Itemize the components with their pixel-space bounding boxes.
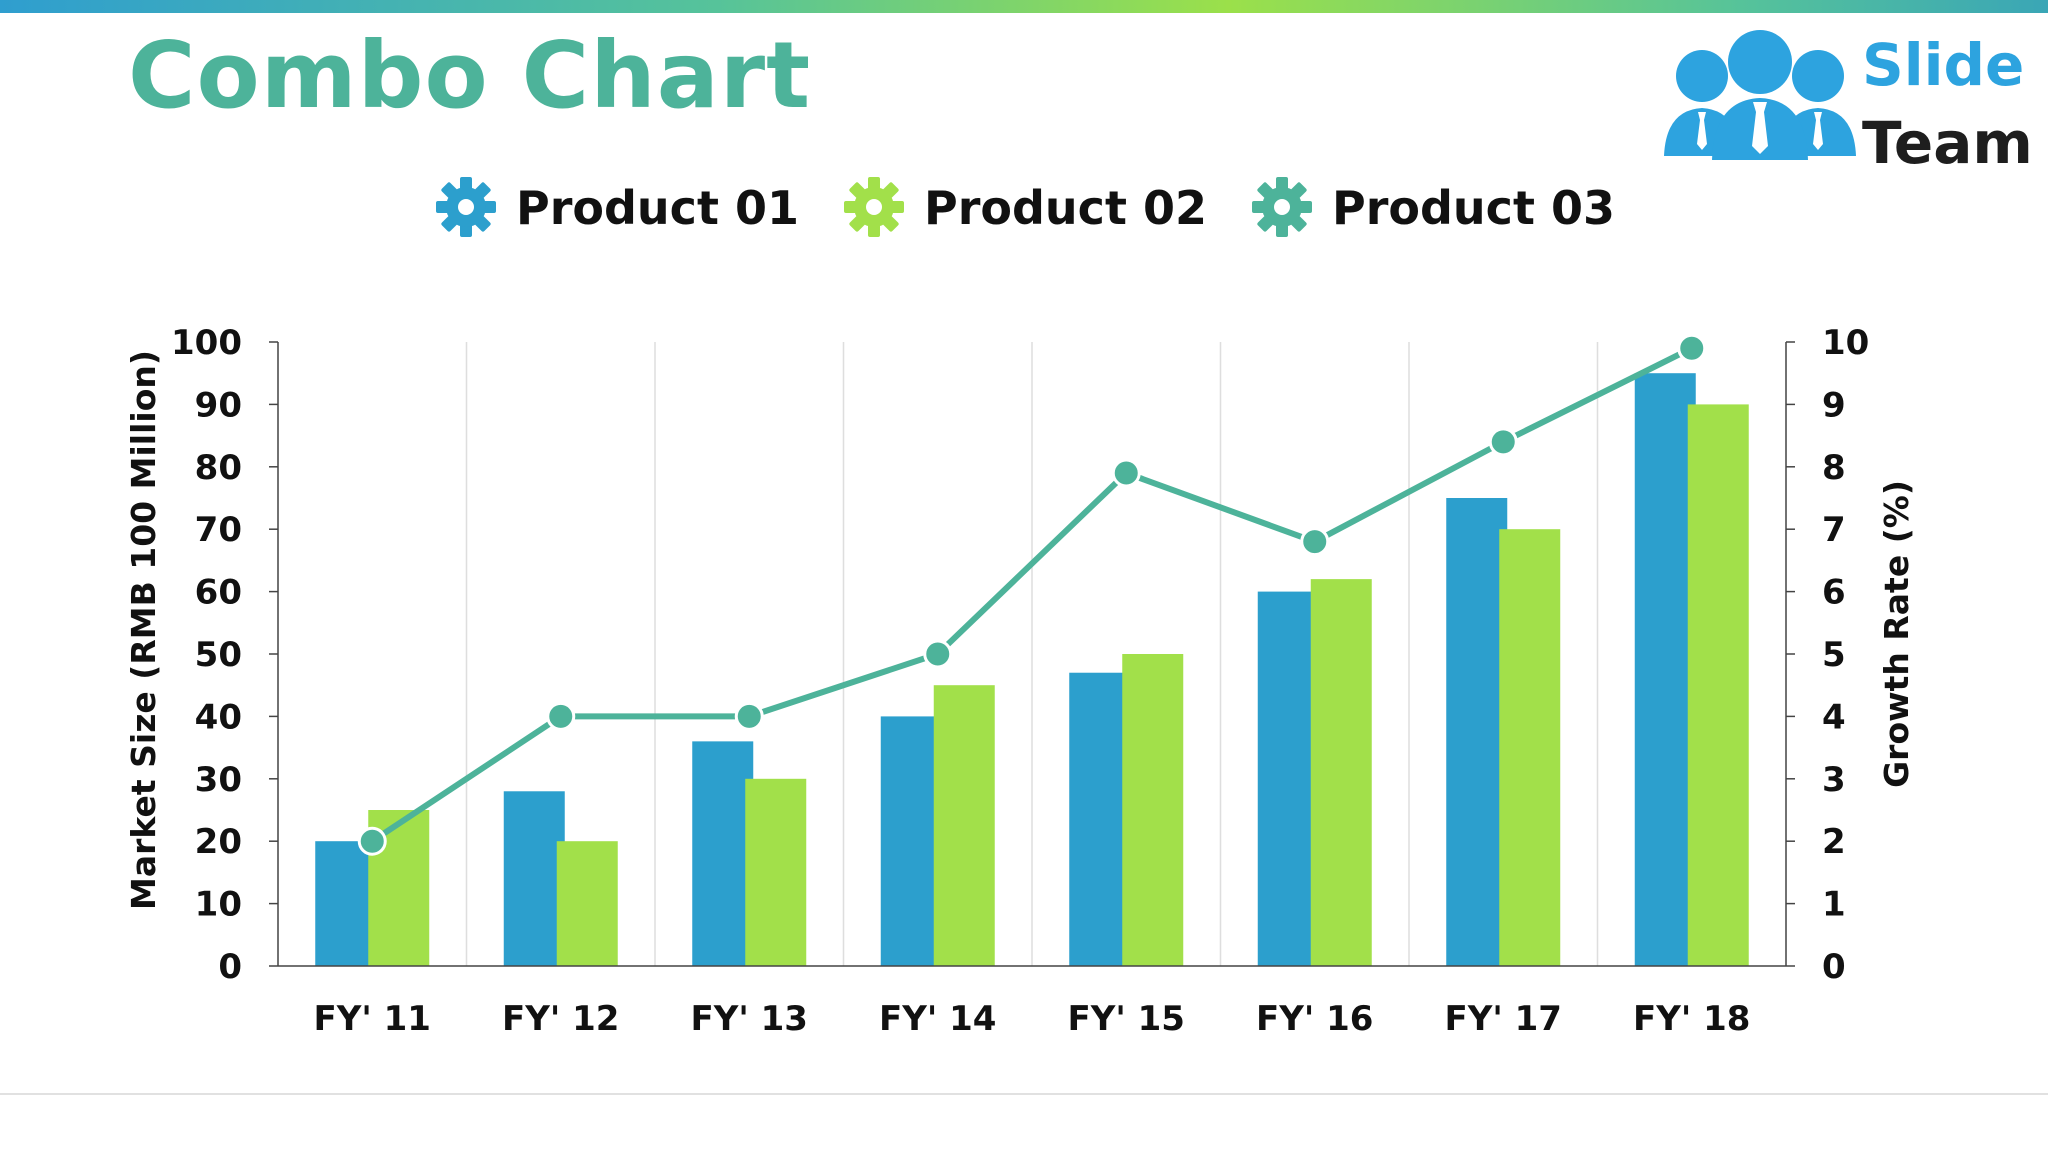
y-tick-label: 10 [195,885,242,925]
bar-2-8 [1687,404,1749,966]
top-accent-bar [0,0,2048,13]
y-tick-label: 90 [195,385,242,425]
bar-2-5 [1122,654,1184,966]
x-tick-label: FY' 17 [1445,999,1562,1039]
chart-labels: 0 10 20 30 40 50 60 70 80 90 100 0 1 2 3 4 5 6 7 8 9 10 FY' 11… [124,323,1916,1039]
y-tick-label: 70 [195,510,242,550]
line-point-5 [1111,458,1141,488]
y2-tick-label: 0 [1822,947,1846,987]
bar-1-2 [503,791,565,966]
chart-bars [315,373,1749,966]
y2-tick-label: 1 [1822,885,1846,925]
line-point-3 [734,701,764,731]
logo-text-team: Team [1862,109,2033,177]
y-tick-label: 50 [195,635,242,675]
line-point-1 [357,826,387,856]
x-tick-label: FY' 13 [691,999,808,1039]
slideteam-logo: Slide Team [1660,28,2033,178]
y-tick-label: 80 [195,448,242,488]
bar-1-7 [1446,498,1508,966]
y2-tick-label: 3 [1822,760,1846,800]
bar-1-5 [1069,672,1131,966]
x-tick-label: FY' 18 [1633,999,1750,1039]
footer-divider [0,1093,2048,1095]
y-tick-label: 30 [195,760,242,800]
y-tick-label: 100 [171,323,242,363]
team-people-icon [1664,30,1856,160]
y2-tick-label: 6 [1822,573,1846,613]
line-point-2 [546,701,576,731]
x-tick-label: FY' 15 [1068,999,1185,1039]
y-tick-label: 40 [195,697,242,737]
chart-line-series [357,333,1707,856]
y2-tick-label: 5 [1822,635,1846,675]
bar-1-8 [1634,373,1696,966]
gear-icon [436,177,496,237]
bar-2-4 [933,685,995,966]
chart-legend: Product 01 Product 02 Product 03 [436,177,1615,237]
y2-axis-title: Growth Rate (%) [1877,480,1916,788]
line-point-6 [1300,527,1330,557]
y2-tick-label: 4 [1822,697,1846,737]
y2-tick-label: 7 [1822,510,1846,550]
line-product-03 [370,345,1694,844]
line-point-4 [923,639,953,669]
x-tick-label: FY' 16 [1256,999,1373,1039]
y2-tick-label: 10 [1822,323,1869,363]
y2-tick-label: 2 [1822,822,1846,862]
bar-2-6 [1310,579,1372,966]
bar-2-7 [1499,529,1561,966]
gear-icon [844,177,904,237]
gear-icon [1252,177,1312,237]
x-tick-label: FY' 12 [502,999,619,1039]
bar-2-3 [745,778,807,966]
bar-1-4 [880,716,942,966]
line-point-8 [1677,333,1707,363]
y-tick-label: 0 [218,947,242,987]
legend-label-2: Product 02 [924,181,1207,235]
logo-text-slide: Slide [1862,31,2025,99]
chart-gridlines [465,342,1599,966]
legend-label-3: Product 03 [1332,181,1615,235]
y-tick-label: 60 [195,573,242,613]
bar-2-2 [556,841,618,966]
line-point-7 [1488,427,1518,457]
chart-axes [269,341,1795,967]
y-tick-label: 20 [195,822,242,862]
y2-tick-label: 8 [1822,448,1846,488]
bar-1-3 [692,741,754,966]
y2-tick-label: 9 [1822,385,1846,425]
bar-1-6 [1257,591,1319,966]
legend-label-1: Product 01 [516,181,799,235]
x-tick-label: FY' 14 [879,999,996,1039]
y-axis-title: Market Size (RMB 100 Million) [124,350,163,910]
slide-title: Combo Chart [128,22,812,129]
bar-1-1 [315,841,377,966]
x-tick-label: FY' 11 [314,999,431,1039]
